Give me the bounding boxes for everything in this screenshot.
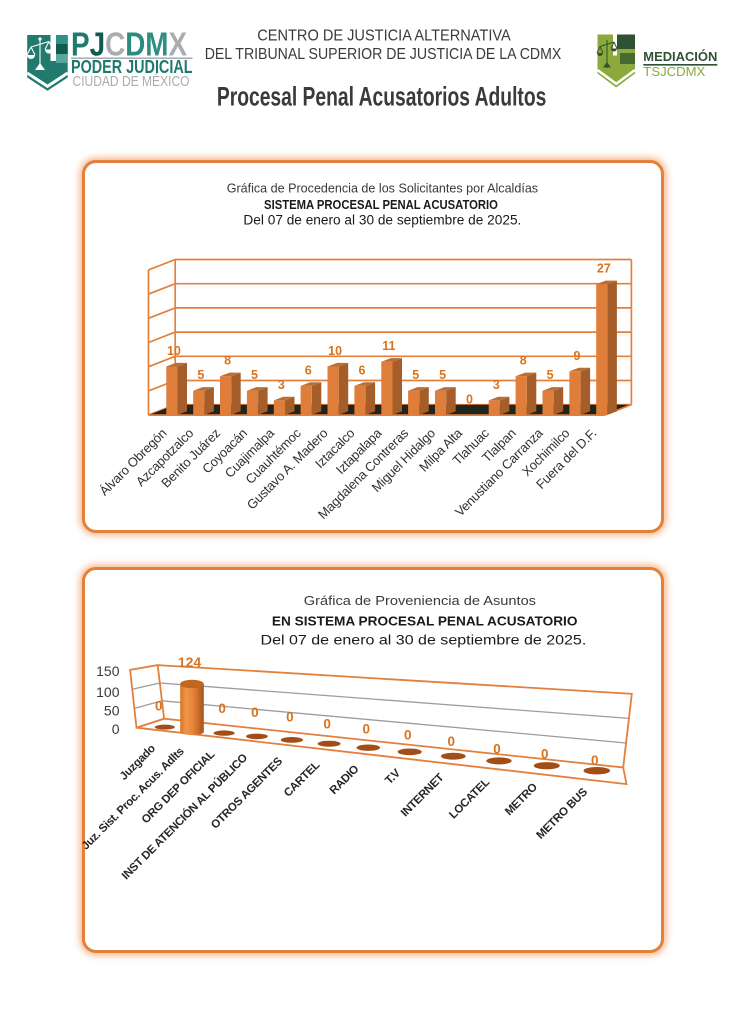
svg-text:0: 0	[466, 392, 473, 406]
svg-text:3: 3	[278, 378, 285, 392]
svg-text:Del 07 de enero al 30 de: Del 07 de enero al 30 de septiembre de 2…	[243, 213, 521, 228]
svg-text:0: 0	[251, 705, 259, 720]
svg-text:PODER JUDICIAL: PODER JUDICIAL	[71, 57, 193, 77]
svg-text:9: 9	[574, 349, 581, 363]
svg-text:D: D	[125, 25, 145, 62]
svg-text:J: J	[90, 25, 106, 62]
svg-text:Del 07 de enero al 30 de s: Del 07 de enero al 30 de septiembre de 2…	[261, 633, 587, 648]
svg-text:50: 50	[104, 702, 120, 718]
svg-text:5: 5	[412, 368, 419, 382]
svg-text:0: 0	[323, 717, 331, 732]
svg-text:MEDIACIÓN: MEDIACIÓN	[643, 49, 717, 64]
svg-text:METRO: METRO	[503, 781, 540, 818]
svg-text:OTROS AGENTES: OTROS AGENTES	[209, 755, 285, 831]
svg-text:M: M	[145, 25, 168, 62]
svg-text:LOCATEL: LOCATEL	[447, 776, 492, 821]
svg-text:150: 150	[96, 663, 120, 679]
svg-text:11: 11	[382, 339, 395, 353]
svg-text:Gráfica de Procedencia de los: Gráfica de Procedencia de los Solicitant…	[227, 181, 539, 196]
svg-text:SISTEMA PROCESAL PENAL ACUSATO: SISTEMA PROCESAL PENAL ACUSATORIO	[264, 197, 498, 212]
svg-text:27: 27	[597, 262, 611, 276]
svg-text:5: 5	[547, 368, 554, 382]
svg-text:5: 5	[251, 368, 258, 382]
svg-text:C: C	[105, 25, 125, 62]
svg-text:RADIO: RADIO	[328, 763, 362, 797]
svg-text:0: 0	[112, 721, 120, 737]
svg-text:0: 0	[363, 722, 371, 737]
svg-text:P: P	[71, 25, 90, 62]
svg-text:0: 0	[404, 728, 412, 743]
svg-text:Procesal Penal Acusatorios Adu: Procesal Penal Acusatorios Adultos	[217, 81, 547, 111]
svg-text:Gráfica de Proveniencia de Asu: Gráfica de Proveniencia de Asuntos	[304, 593, 537, 608]
svg-text:0: 0	[591, 753, 599, 768]
svg-text:0: 0	[493, 742, 501, 757]
svg-text:124: 124	[178, 654, 202, 670]
svg-text:5: 5	[197, 368, 204, 382]
svg-text:10: 10	[328, 344, 342, 358]
svg-text:0: 0	[541, 746, 549, 761]
svg-text:CENTRO DE JUSTICIA ALTERNATIVA: CENTRO DE JUSTICIA ALTERNATIVA	[257, 28, 511, 45]
svg-text:100: 100	[96, 684, 120, 700]
svg-text:CARTEL: CARTEL	[282, 759, 322, 799]
svg-text:6: 6	[359, 363, 366, 377]
svg-text:CIUDAD DE MÉXICO: CIUDAD DE MÉXICO	[73, 73, 190, 90]
svg-text:5: 5	[439, 368, 446, 382]
svg-text:METRO BUS: METRO BUS	[535, 786, 591, 842]
svg-text:EN SISTEMA PROCESAL PENAL ACUS: EN SISTEMA PROCESAL PENAL ACUSATORIO	[272, 614, 578, 629]
svg-text:DEL TRIBUNAL SUPERIOR DE JUSTI: DEL TRIBUNAL SUPERIOR DE JUSTICIA DE LA …	[205, 46, 562, 63]
svg-text:3: 3	[493, 378, 500, 392]
svg-text:8: 8	[520, 354, 527, 368]
svg-text:0: 0	[155, 699, 163, 714]
svg-text:INTERNET: INTERNET	[399, 772, 447, 820]
svg-text:0: 0	[218, 701, 226, 716]
svg-text:0: 0	[286, 710, 294, 725]
svg-text:8: 8	[224, 354, 231, 368]
svg-text:6: 6	[305, 363, 312, 377]
svg-text:0: 0	[448, 734, 456, 749]
svg-text:10: 10	[167, 344, 181, 358]
svg-text:TSJCDMX: TSJCDMX	[643, 65, 706, 79]
svg-text:T.V: T.V	[383, 767, 403, 787]
svg-text:X: X	[169, 25, 188, 62]
